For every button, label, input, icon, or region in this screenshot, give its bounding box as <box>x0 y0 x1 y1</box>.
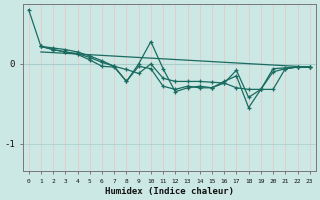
X-axis label: Humidex (Indice chaleur): Humidex (Indice chaleur) <box>105 187 234 196</box>
